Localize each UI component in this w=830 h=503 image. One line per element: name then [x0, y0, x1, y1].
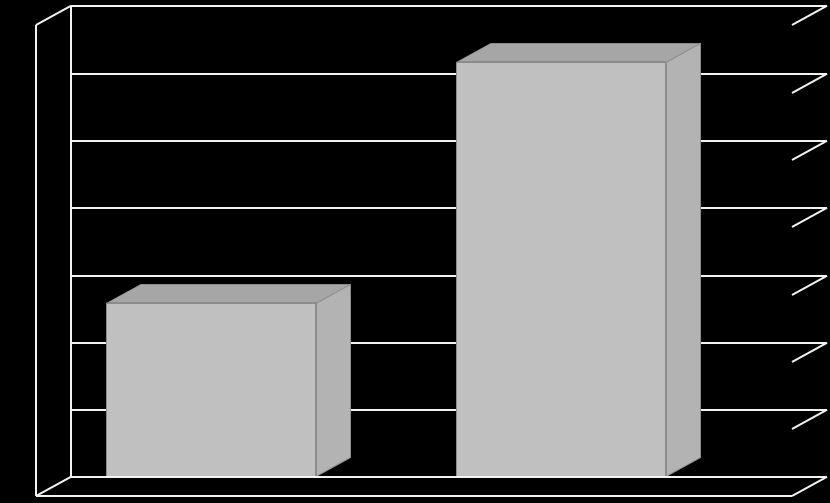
bar-1-side — [666, 43, 701, 477]
bar-0-top — [106, 284, 351, 303]
axis-right-front-vertical — [826, 6, 828, 477]
grid-back-1 — [71, 73, 827, 75]
bar-1-top — [456, 43, 701, 62]
axis-diag-topleft — [36, 5, 72, 26]
grid-tick-4 — [792, 275, 828, 296]
axis-diag-bottomleft — [36, 476, 72, 497]
axis-back-vertical — [70, 6, 72, 477]
floor-diag-right — [792, 476, 828, 497]
bar-0-side — [316, 284, 351, 477]
bar-0 — [106, 284, 316, 477]
bar-1 — [456, 43, 666, 477]
bar-0-front — [106, 303, 316, 477]
grid-tick-2 — [792, 140, 828, 161]
grid-tick-6 — [792, 409, 828, 430]
bar-1-front — [456, 62, 666, 477]
floor-back-edge — [71, 476, 827, 478]
grid-tick-1 — [792, 73, 828, 94]
grid-back-4 — [71, 275, 827, 277]
grid-back-0 — [71, 5, 827, 7]
grid-tick-0 — [792, 5, 828, 26]
floor-front-edge — [36, 495, 792, 497]
bar-chart-3d — [0, 0, 830, 503]
grid-tick-3 — [792, 207, 828, 228]
axis-front-vertical — [35, 25, 37, 496]
grid-tick-5 — [792, 342, 828, 363]
grid-back-2 — [71, 140, 827, 142]
grid-back-3 — [71, 207, 827, 209]
